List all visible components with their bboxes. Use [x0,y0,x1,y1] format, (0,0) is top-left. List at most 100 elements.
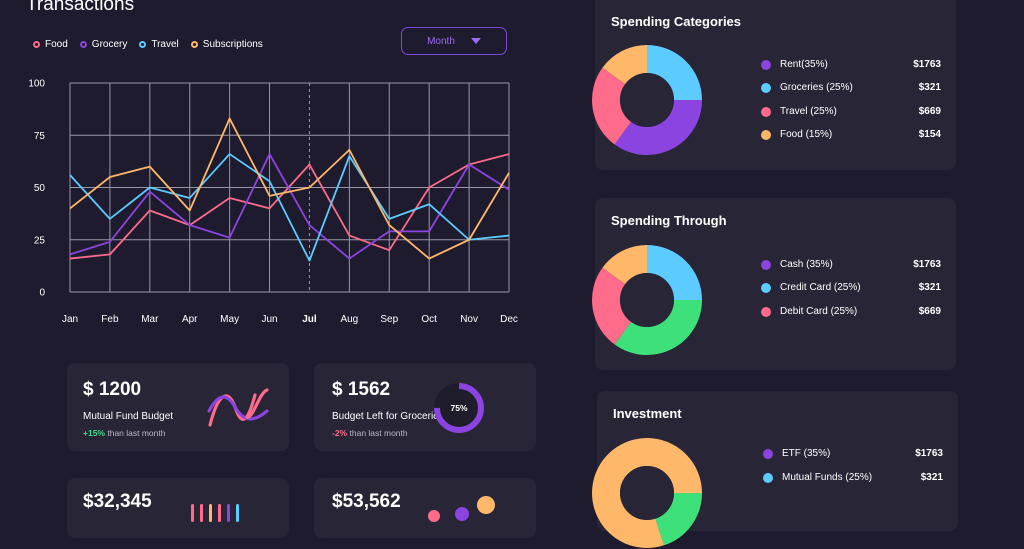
legend-row: Travel (25%) $669 [761,106,941,120]
donut-slice [602,245,648,285]
investment-panel: Investment ETF (35%) $1763 Mutual Funds (… [592,391,958,548]
travel-legend-dot-icon [139,41,147,48]
grocery-legend-dot-icon [79,41,87,48]
x-tick-label: Feb [101,314,119,325]
spending-categories-panel: Spending Categories Rent(35%) $1763 Groce… [592,0,956,170]
row-value: $1763 [913,59,941,70]
groceries-dot-icon [761,83,771,93]
mutual-funds-dot-icon [763,473,773,483]
donut-hole [620,273,674,327]
income-card[interactable]: $53,562 [314,478,536,538]
legend-row: ETF (35%) $1763 [763,448,943,462]
savings-card[interactable]: $32,345 [67,478,289,538]
panel-title: Spending Through [611,213,727,228]
row-label: Food (15%) [780,129,833,140]
card-amount: $ 1562 [332,379,391,400]
x-tick-label: Jan [62,314,78,325]
donut-slice [646,45,702,101]
donut-hole [620,73,674,127]
rent-dot-icon [761,60,771,70]
card-change: -2% than last month [332,428,408,438]
donut-slice [614,299,702,355]
change-percent: +15% [83,428,105,438]
legend-item-subscriptions[interactable]: Subscriptions [190,39,263,50]
mutual-fund-card[interactable]: $ 1200 Mutual Fund Budget +15% than last… [67,363,289,451]
y-tick-label: 50 [34,183,46,194]
row-label: Mutual Funds (25%) [782,472,873,483]
row-label: ETF (35%) [782,448,831,459]
food-dot-icon [761,130,771,140]
chevron-down-icon [470,38,481,44]
x-tick-label: Dec [500,314,518,325]
travel-dot-icon [761,107,771,117]
card-amount: $53,562 [332,491,401,512]
legend-row: Cash (35%) $1763 [761,259,941,273]
y-tick-label: 75 [34,131,46,142]
donut-slice [592,67,632,145]
legend-label: Grocery [91,39,128,50]
legend-row: Groceries (25%) $321 [761,82,941,96]
period-dropdown-value: Month [427,35,455,47]
legend-item-food[interactable]: Food [33,39,68,50]
card-change: +15% than last month [83,428,165,438]
y-tick-label: 25 [34,235,46,246]
change-percent: -2% [332,428,348,438]
row-value: $321 [920,472,943,483]
donut-slice [602,45,648,85]
bar-sparkline-icon [191,504,239,522]
y-tick-label: 0 [39,288,45,299]
x-tick-label: Jul [302,314,317,325]
x-tick-label: Mar [141,314,159,325]
legend-label: Subscriptions [202,39,263,50]
x-tick-label: Aug [340,314,358,325]
panel-title: Investment [613,406,682,421]
series-line-travel [69,153,510,262]
subscriptions-legend-dot-icon [190,41,198,48]
legend-row: Credit Card (25%) $321 [761,282,941,296]
card-amount: $32,345 [83,491,152,512]
row-label: Rent(35%) [780,59,828,70]
legend-item-grocery[interactable]: Grocery [79,39,128,50]
donut-slice [592,267,632,345]
transactions-line-chart: 0 25 50 75 100 Jan Feb Mar Apr May Jun Jul Aug Sep Oct… [28,79,518,326]
row-value: $321 [918,282,941,293]
card-label: Mutual Fund Budget [83,411,174,422]
change-text: than last month [349,428,408,438]
panel-title: Spending Categories [611,14,742,29]
donut-slice [614,99,702,155]
series-line-subscriptions [69,117,510,260]
spending-through-donut [592,245,702,355]
series-line-food [69,153,510,260]
row-value: $154 [918,129,941,140]
card-amount: $ 1200 [83,379,142,400]
legend-label: Travel [151,39,179,50]
row-label: Cash (35%) [780,259,833,270]
chart-legend: Food Grocery Travel Subscriptions [33,39,263,50]
groceries-budget-card[interactable]: $ 1562 Budget Left for Groceries -2% tha… [314,363,536,451]
legend-row: Rent(35%) $1763 [761,59,941,73]
spending-categories-donut [592,45,702,155]
row-label: Travel (25%) [780,106,837,117]
legend-item-travel[interactable]: Travel [139,39,179,50]
x-tick-label: Sep [380,314,398,325]
row-value: $321 [918,82,941,93]
row-label: Debit Card (25%) [780,306,858,317]
donut-hole [620,466,674,520]
etf-dot-icon [763,449,773,459]
legend-label: Food [45,39,68,50]
donut-slice [646,245,702,301]
row-value: $669 [918,106,941,117]
gauge-label: 75% [450,403,467,413]
row-value: $1763 [913,259,941,270]
x-tick-label: Nov [460,314,478,325]
legend-row: Mutual Funds (25%) $321 [763,472,943,486]
row-label: Groceries (25%) [780,82,853,93]
x-tick-label: May [220,314,239,325]
wave-sparkline-icon [207,388,269,427]
food-legend-dot-icon [33,41,40,48]
card-label: Budget Left for Groceries [332,411,444,422]
investment-donut [592,438,702,548]
donut-slice [592,438,702,494]
period-dropdown[interactable]: Month [401,27,507,55]
row-label: Credit Card (25%) [780,282,861,293]
